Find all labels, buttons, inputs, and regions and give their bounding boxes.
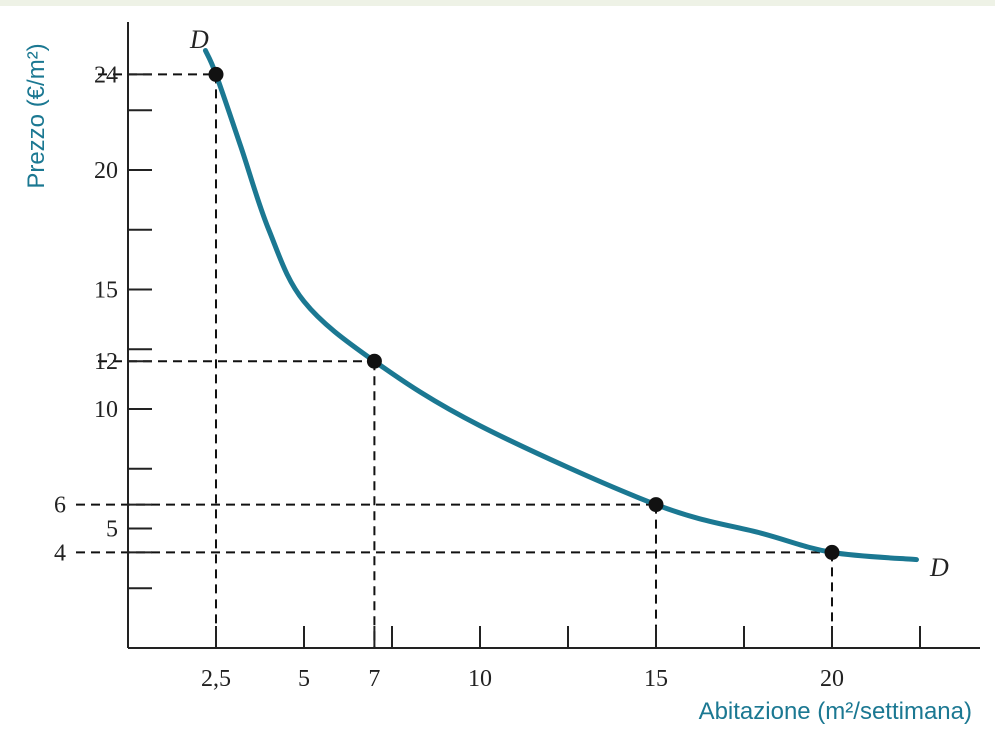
data-point	[366, 353, 382, 369]
data-point	[208, 66, 224, 82]
x-axis-title: Abitazione (m²/settimana)	[699, 698, 972, 725]
x-tick-label: 2,5	[201, 666, 231, 692]
y-tick-label: 5	[106, 517, 118, 543]
y-tick-label: 15	[94, 278, 118, 304]
tick-labels: 4 5 6 10 12 15 20 24 2,5 5 7 10 15 20	[54, 62, 844, 692]
x-tick-label: 10	[468, 666, 492, 692]
x-tick-label: 5	[298, 666, 310, 692]
y-tick-label: 12	[94, 349, 118, 375]
x-tick-label: 15	[644, 666, 668, 692]
top-strip	[0, 0, 995, 6]
y-tick-label: 24	[94, 62, 118, 88]
x-tick-label: 7	[368, 666, 380, 692]
y-axis-title: Prezzo (€/m²)	[23, 43, 50, 188]
ticks	[128, 73, 921, 648]
data-point	[648, 497, 664, 513]
axes	[127, 22, 980, 649]
y-tick-label: 20	[94, 158, 118, 184]
y-tick-label: 6	[54, 493, 66, 519]
curve-label-top: D	[189, 25, 209, 54]
y-tick-label: 4	[54, 540, 66, 566]
data-point	[824, 544, 840, 560]
curve-label-end: D	[929, 553, 949, 582]
x-tick-label: 20	[820, 666, 844, 692]
guide-lines	[76, 73, 833, 648]
y-tick-label: 10	[94, 397, 118, 423]
data-points	[208, 66, 840, 560]
demand-curve	[202, 48, 919, 563]
